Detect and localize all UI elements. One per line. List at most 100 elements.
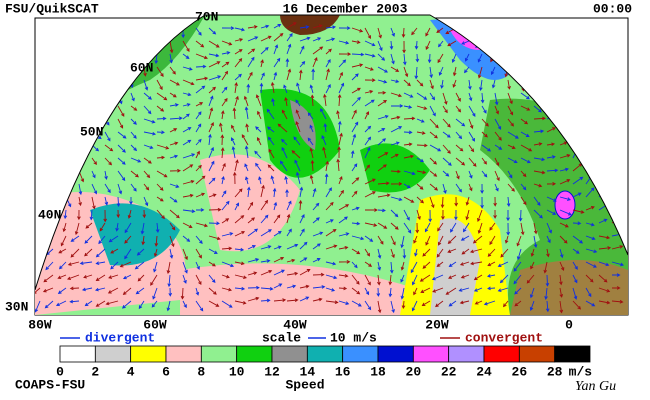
wind-arrow [454, 209, 458, 221]
wind-arrow [455, 105, 462, 113]
wind-arrow [507, 131, 519, 139]
wind-arrow [506, 222, 510, 236]
wind-arrow [247, 271, 258, 276]
colorbar-tick-label: 8 [197, 364, 205, 379]
wind-arrow [351, 121, 359, 133]
wind-arrow [436, 248, 444, 258]
wind-arrow [490, 66, 496, 76]
wind-arrow [84, 300, 93, 307]
wind-arrow [390, 92, 403, 98]
wind-arrow [234, 261, 245, 266]
wind-arrow [79, 261, 93, 266]
speed-area [430, 218, 480, 315]
wind-arrow [323, 93, 327, 107]
wind-arrow [127, 209, 132, 219]
map-outline [34, 14, 629, 291]
wind-arrow [182, 127, 192, 133]
wind-arrow [247, 228, 259, 237]
wind-arrow [169, 141, 179, 146]
wind-arrow [546, 196, 557, 202]
wind-arrow [390, 209, 399, 218]
wind-arrow [376, 287, 381, 297]
wind-arrow [477, 222, 483, 234]
wind-arrow [294, 159, 301, 172]
wind-arrow [234, 188, 243, 198]
wind-arrow [545, 274, 550, 287]
wind-arrow [437, 222, 444, 232]
wind-arrow [312, 297, 323, 302]
wind-arrow [247, 56, 255, 68]
scale-label: scale [262, 330, 301, 345]
wind-arrow [270, 175, 275, 185]
wind-arrow [504, 235, 509, 244]
wind-arrow [108, 235, 119, 243]
wind-arrow [60, 235, 67, 247]
wind-arrow [169, 66, 176, 75]
wind-arrow [436, 27, 444, 33]
wind-arrow [208, 146, 214, 159]
wind-arrow [221, 110, 225, 120]
wind-arrow [520, 170, 527, 178]
wind-arrow [130, 131, 137, 139]
colorbar-box [412, 345, 450, 363]
wind-arrow [267, 164, 275, 172]
wind-arrow [169, 222, 176, 231]
wind-arrow [479, 79, 483, 92]
wind-arrow [390, 222, 399, 230]
wind-arrow [572, 261, 578, 270]
wind-arrow [270, 81, 275, 94]
wind-arrow [169, 235, 175, 248]
wind-arrow [411, 274, 418, 286]
wind-arrow [585, 222, 595, 227]
wind-arrow [364, 164, 370, 172]
wind-arrow [95, 300, 106, 307]
wind-arrow [293, 136, 301, 146]
wind-arrow [284, 97, 288, 107]
wind-arrow [169, 79, 180, 86]
wind-arrow [247, 201, 254, 211]
wind-arrow [572, 176, 584, 185]
wind-arrow [104, 196, 109, 206]
wind-arrow [232, 171, 237, 185]
wind-arrow [533, 116, 546, 121]
wind-arrow [286, 298, 299, 302]
wind-arrow [325, 274, 338, 280]
wind-arrow [473, 274, 483, 281]
wind-arrow [427, 53, 432, 64]
wind-arrow [377, 193, 391, 198]
wind-arrow [450, 222, 457, 233]
wind-arrow [455, 157, 466, 166]
wind-arrow [255, 162, 262, 172]
wind-arrow [195, 85, 206, 94]
wind-arrow [286, 228, 292, 237]
wind-arrow [559, 274, 563, 286]
wind-arrow [388, 287, 393, 298]
wind-arrow [545, 300, 550, 313]
wind-arrow [195, 300, 204, 312]
wind-arrow [312, 285, 326, 289]
wind-arrow [414, 40, 419, 50]
wind-arrow [491, 79, 496, 89]
wind-arrow [351, 40, 361, 44]
wind-arrow [208, 160, 215, 172]
wind-arrow [221, 287, 233, 292]
wind-arrow [286, 43, 292, 55]
wind-arrow [487, 248, 496, 257]
wind-arrow [377, 274, 381, 286]
wind-arrow [546, 248, 550, 258]
wind-arrow [299, 25, 310, 29]
wind-arrow [364, 222, 378, 227]
wind-arrow [422, 261, 431, 269]
wind-arrow [507, 157, 518, 164]
wind-arrow [182, 79, 195, 86]
wind-arrow [338, 216, 348, 224]
wind-arrow [208, 86, 216, 94]
wind-arrow [429, 105, 436, 117]
wind-arrow [208, 61, 221, 68]
wind-arrow [119, 261, 132, 268]
wind-arrow [452, 66, 457, 77]
wind-arrow [429, 144, 442, 152]
wind-arrow [312, 217, 320, 224]
wind-arrow [323, 123, 328, 133]
wind-arrow [310, 159, 315, 172]
